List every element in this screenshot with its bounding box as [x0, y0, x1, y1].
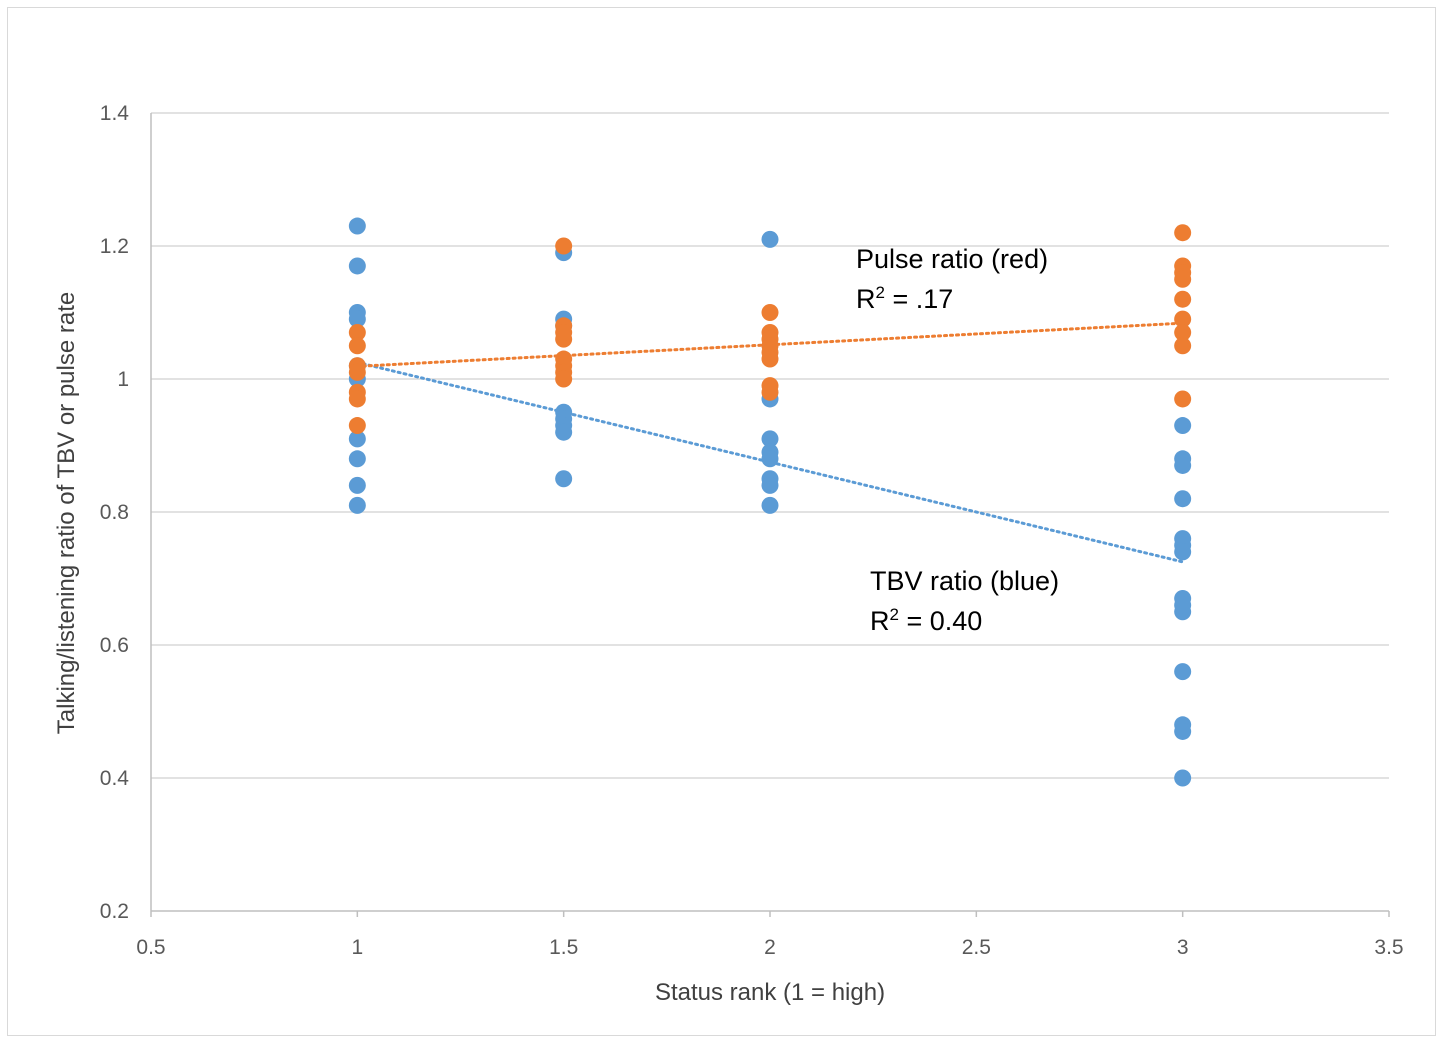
x-tick-label: 0.5 — [136, 936, 165, 959]
tbv-point — [1174, 543, 1192, 561]
pulse-point — [348, 337, 366, 355]
pulse-annotation: Pulse ratio (red) R2 = .17 — [856, 244, 1048, 314]
x-axis-title: Status rank (1 = high) — [655, 979, 885, 1006]
pulse-point — [1174, 270, 1192, 288]
y-tick-label: 1 — [117, 368, 129, 391]
pulse-point — [1174, 337, 1192, 355]
tbv-point — [1174, 456, 1192, 474]
x-tick-label: 3.5 — [1374, 936, 1403, 959]
tbv-r2-value: = 0.40 — [899, 606, 982, 636]
tbv-r2-superscript: 2 — [890, 605, 899, 624]
x-tick-label: 1.5 — [549, 936, 578, 959]
tbv-r2-prefix: R — [870, 606, 890, 636]
tbv-point — [761, 476, 779, 494]
tbv-point — [761, 430, 779, 448]
axes — [150, 113, 1390, 917]
tbv-point — [1174, 769, 1192, 787]
x-tick-label: 1 — [351, 936, 363, 959]
x-tick-label: 3 — [1177, 936, 1189, 959]
pulse-point — [1174, 290, 1192, 308]
tbv-series — [348, 217, 1192, 787]
pulse-r2-superscript: 2 — [876, 283, 885, 302]
tbv-point — [348, 496, 366, 514]
tbv-point — [348, 217, 366, 235]
y-tick-label: 0.8 — [100, 501, 129, 524]
pulse-r2-prefix: R — [856, 284, 876, 314]
tbv-point — [348, 450, 366, 468]
tbv-point — [761, 450, 779, 468]
pulse-point — [348, 323, 366, 341]
pulse-point — [1174, 224, 1192, 242]
tbv-point — [1174, 417, 1192, 435]
tbv-point — [761, 230, 779, 248]
pulse-point — [555, 323, 573, 341]
tbv-point — [1174, 596, 1192, 614]
tbv-annotation: TBV ratio (blue) R2 = 0.40 — [870, 566, 1059, 636]
pulse-point — [348, 363, 366, 381]
tbv-point — [761, 496, 779, 514]
pulse-point — [555, 370, 573, 388]
tbv-point — [348, 476, 366, 494]
pulse-point — [1174, 310, 1192, 328]
pulse-point — [348, 390, 366, 408]
y-tick-label: 0.4 — [100, 767, 130, 790]
pulse-r2-value: = .17 — [885, 284, 953, 314]
pulse-annotation-r2: R2 = .17 — [856, 283, 953, 314]
data-points — [348, 217, 1192, 787]
x-tick-label: 2.5 — [962, 936, 991, 959]
pulse-point — [348, 417, 366, 435]
tbv-annotation-label: TBV ratio (blue) — [870, 566, 1059, 596]
tbv-point — [348, 310, 366, 328]
pulse-point — [761, 383, 779, 401]
pulse-series — [348, 224, 1192, 435]
pulse-point — [761, 304, 779, 321]
tbv-point — [1174, 490, 1192, 508]
y-tick-label: 1.2 — [100, 235, 129, 258]
y-tick-label: 1.4 — [100, 102, 130, 125]
y-tick-labels: 0.2 0.4 0.6 0.8 1 1.2 1.4 — [100, 102, 130, 923]
tbv-point — [555, 423, 573, 441]
x-tick-label: 2 — [764, 936, 776, 959]
tbv-point — [348, 257, 366, 275]
x-tick-labels: 0.5 1 1.5 2 2.5 3 3.5 — [136, 936, 1403, 959]
pulse-point — [1174, 390, 1192, 408]
tbv-annotation-r2: R2 = 0.40 — [870, 605, 982, 636]
tbv-point — [1174, 722, 1192, 740]
y-axis-title: Talking/listening ratio of TBV or pulse … — [53, 292, 80, 734]
tbv-point — [348, 430, 366, 448]
pulse-point — [555, 237, 573, 255]
pulse-point — [761, 350, 779, 368]
pulse-annotation-label: Pulse ratio (red) — [856, 244, 1048, 274]
y-tick-label: 0.2 — [100, 900, 129, 923]
tbv-point — [1174, 663, 1192, 681]
tbv-point — [555, 470, 573, 488]
chart-frame — [7, 7, 1436, 1036]
y-tick-label: 0.6 — [100, 634, 129, 657]
pulse-point — [1174, 323, 1192, 341]
